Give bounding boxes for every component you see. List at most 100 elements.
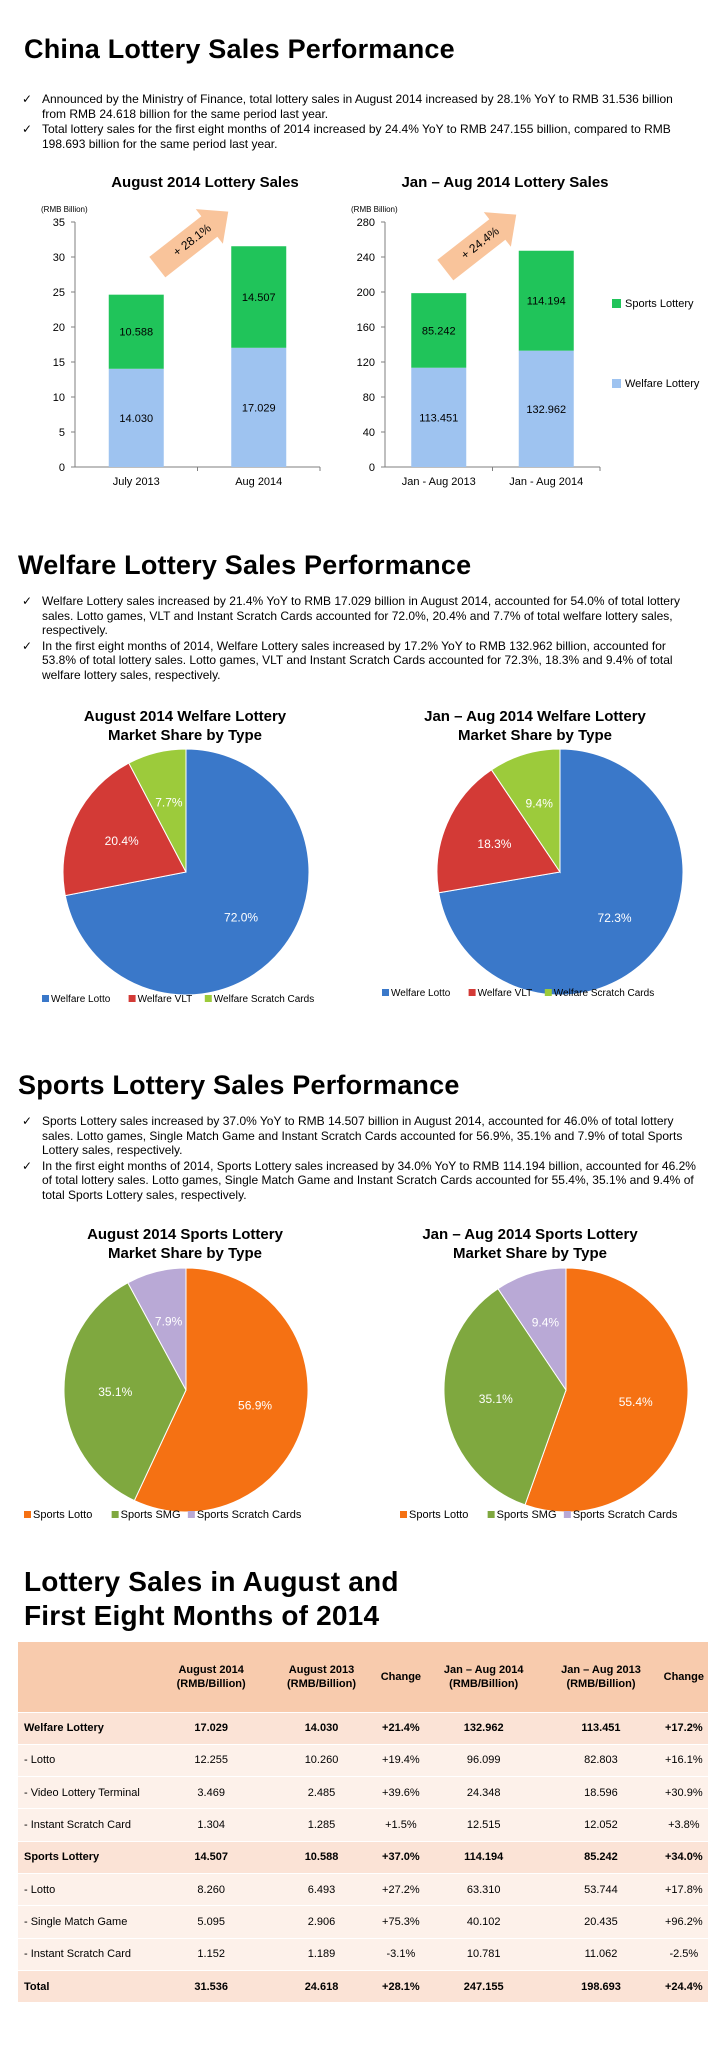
pie-welfare-jan-aug: 72.3% 18.3% 9.4% Welfare Lotto Welfare VLT We… [382,748,684,999]
table-cell: 63.310 [425,1873,543,1907]
check-icon: ✓ [22,122,33,136]
pie2-title: Jan – Aug 2014 Welfare Lottery Market Sha… [424,708,646,744]
legend-label: Sports Lotto [33,1509,92,1521]
pie-slice [490,748,561,874]
page-title: China Lottery Sales Performance [24,34,455,64]
legend-label: Welfare Lotto [51,994,111,1005]
bar-segment [231,347,287,467]
pie-slice [128,748,187,873]
bar-segment [518,250,574,351]
table-cell: 12.515 [425,1808,543,1842]
legend-swatch [111,1511,119,1518]
x-tick-label: Jan - Aug 2014 [509,476,583,488]
slice-label: 72.3% [598,911,632,925]
data-label: 132.962 [526,404,566,416]
row-label: Total [18,1970,156,2004]
table-cell: 12.052 [542,1808,660,1842]
y-axis-label: (RMB Billion) [41,205,88,214]
pie-slice [438,748,684,996]
arrow-shape [149,209,229,278]
table-row: - Instant Scratch Card 1.152 1.189 -3.1% 10.… [18,1938,708,1971]
table-row: - Instant Scratch Card 1.304 1.285 +1.5% 12.… [18,1808,708,1842]
y-tick-label: 40 [363,427,375,439]
bar1-title: August 2014 Lottery Sales [111,174,299,191]
legend-label: Sports SMG [121,1509,181,1521]
row-label: - Video Lottery Terminal [18,1776,156,1810]
row-label: - Lotto [18,1744,156,1778]
bar-segment [411,293,467,368]
table-cell: 12.255 [156,1744,267,1778]
legend-swatch [612,379,621,388]
slice-label: 35.1% [479,1392,513,1406]
pie-sports-jan-aug: 55.4% 35.1% 9.4% Sports Lotto Sports SMG Spor… [400,1267,689,1521]
table-cell: 82.803 [542,1744,660,1778]
slice-label: 56.9% [238,1398,272,1412]
sports-bullets: ✓ Sports Lottery sales increased by 37.0%… [20,1114,700,1203]
bar-segment [108,368,164,467]
table-row: Sports Lottery 14.507 10.588 +37.0% 114.194 8… [18,1841,708,1874]
table-cell: +21.4% [376,1712,426,1745]
legend-label: Welfare VLT [138,994,193,1005]
table-cell: +34.0% [659,1841,708,1874]
pie-slice [127,1267,187,1391]
table-cell: +17.8% [659,1873,708,1907]
check-icon: ✓ [22,1158,33,1173]
table-cell: +39.6% [376,1776,426,1810]
pie-slice [436,769,561,894]
y-tick-label: 80 [363,392,375,404]
legend-swatch [468,989,476,996]
table-row: Total 31.536 24.618 +28.1% 247.155 198.693 +24… [18,1970,708,2004]
table-cell: 132.962 [425,1712,543,1745]
table-cell: -2.5% [659,1938,708,1971]
slice-label: 7.7% [155,796,183,810]
data-label: 17.029 [242,402,276,414]
y-tick-label: 280 [357,217,375,229]
table-cell: +24.4% [659,1970,708,2004]
bullet-item: ✓ Welfare Lottery sales increased by 21.4… [22,594,680,637]
table-row: - Video Lottery Terminal 3.469 2.485 +39.6%… [18,1776,708,1810]
legend-swatch [42,995,49,1002]
welfare-bullets: ✓ Welfare Lottery sales increased by 21.4… [20,594,700,683]
y-tick-label: 15 [53,357,65,369]
arrow-shape [437,212,517,281]
table-cell: +3.8% [659,1808,708,1842]
y-tick-label: 20 [53,322,65,334]
y-tick-label: 25 [53,287,65,299]
legend-label: Welfare VLT [478,988,533,999]
x-tick-label: Aug 2014 [235,476,282,488]
legend-label: Sports SMG [497,1509,557,1521]
y-tick-label: 160 [357,322,375,334]
y-tick-label: 35 [53,217,65,229]
table-cell: +1.5% [376,1808,426,1842]
legend-swatch [544,989,552,996]
slice-label: 55.4% [619,1395,653,1409]
y-tick-label: 200 [357,287,375,299]
table-cell: 17.029 [156,1712,267,1745]
y-tick-label: 0 [369,462,375,474]
legend-label: Welfare Lotto [391,988,451,999]
legend-label: Sports Lotto [409,1509,468,1521]
growth-arrow: + 24.4% [437,212,517,281]
bullet-item: ✓ In the first eight months of 2014, Spor… [22,1158,696,1202]
slice-label: 72.0% [224,910,258,924]
bar-chart-jan-aug: (RMB Billion) 0 40 80 120 160 200 240 280 113.451… [351,205,700,488]
sports-section-title: Sports Lottery Sales Performance [18,1070,460,1100]
table-cell: +16.1% [659,1744,708,1778]
data-label: 10.588 [119,327,153,339]
pie4-title: Jan – Aug 2014 Sports Lottery Market Shar… [422,1226,638,1262]
row-label: Sports Lottery [18,1841,156,1874]
table-cell: +28.1% [376,1970,426,2004]
y-tick-label: 30 [53,252,65,264]
slice-label: 9.4% [532,1315,560,1329]
legend-swatch [487,1511,495,1518]
pie-slice [497,1267,567,1392]
legend-label: Welfare Scratch Cards [214,994,314,1005]
legend-label: Welfare Scratch Cards [554,988,654,999]
table-cell: 53.744 [542,1873,660,1907]
pie-slice [443,1288,567,1506]
y-axis-label: (RMB Billion) [351,205,398,214]
pie1-title: August 2014 Welfare Lottery Market Share … [83,708,287,744]
data-label: 114.194 [527,296,566,308]
table-cell: 11.062 [542,1938,660,1971]
pie-sports-august: 56.9% 35.1% 7.9% Sports Lotto Sports SMG Spor… [24,1267,309,1521]
